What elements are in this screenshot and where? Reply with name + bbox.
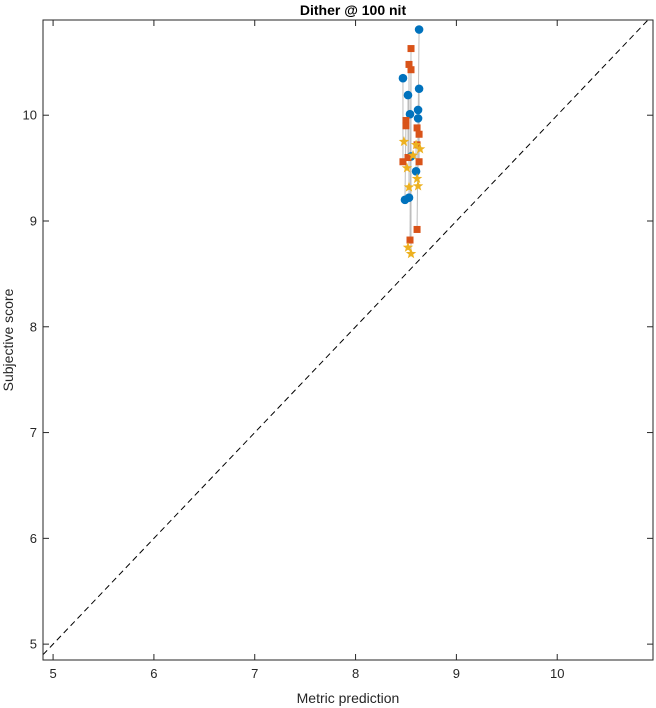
star-marker — [407, 149, 419, 160]
star-marker — [411, 173, 423, 184]
circle-marker — [405, 109, 415, 119]
star-marker — [402, 241, 414, 252]
x-tick-label: 5 — [49, 666, 56, 681]
circle-marker — [398, 73, 408, 83]
x-tick-label: 10 — [550, 666, 564, 681]
square-marker — [415, 158, 423, 166]
circle-marker — [411, 166, 421, 176]
star-marker — [405, 248, 417, 259]
star-marker — [401, 162, 413, 173]
square-marker — [399, 158, 407, 166]
reference-line — [43, 20, 649, 656]
square-marker — [404, 154, 412, 162]
circle-marker — [414, 84, 424, 94]
star-marker — [412, 180, 424, 191]
square-marker — [402, 116, 410, 124]
circle-marker — [413, 105, 423, 115]
square-marker — [413, 124, 421, 132]
x-tick-label: 8 — [352, 666, 359, 681]
square-marker — [413, 225, 421, 233]
y-tick-label: 9 — [30, 213, 37, 228]
star-marker — [403, 181, 415, 192]
square-marker — [406, 236, 414, 244]
y-tick-label: 7 — [30, 425, 37, 440]
x-tick-label: 7 — [251, 666, 258, 681]
x-axis-label: Metric prediction — [297, 690, 400, 706]
star-marker — [414, 143, 426, 154]
y-tick-label: 10 — [23, 108, 37, 123]
circle-marker — [413, 114, 423, 123]
y-tick-label: 5 — [30, 637, 37, 652]
circle-marker — [403, 90, 413, 100]
plot-area — [42, 19, 654, 661]
circle-marker — [414, 25, 424, 34]
square-marker — [405, 60, 413, 68]
star-marker — [410, 139, 422, 150]
circle-marker — [400, 195, 410, 205]
square-marker — [407, 66, 415, 74]
square-marker — [407, 45, 415, 53]
y-tick-label: 8 — [30, 319, 37, 334]
chart-title: Dither @ 100 nit — [300, 2, 407, 18]
star-marker — [398, 136, 410, 147]
y-axis-label: Subjective score — [0, 288, 16, 391]
x-tick-label: 6 — [150, 666, 157, 681]
square-marker — [415, 130, 423, 138]
square-marker — [402, 122, 410, 130]
y-tick-label: 6 — [30, 531, 37, 546]
x-tick-label: 9 — [453, 666, 460, 681]
